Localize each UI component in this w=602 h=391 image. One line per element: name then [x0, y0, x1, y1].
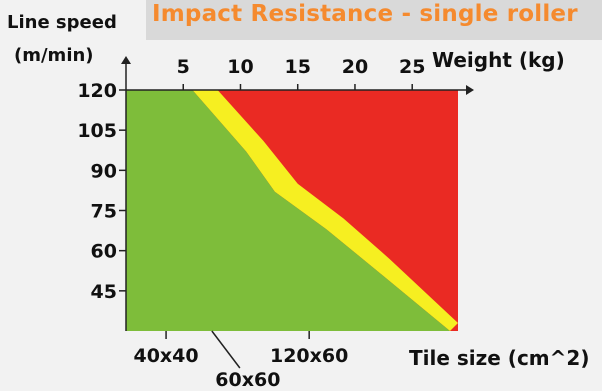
tile-size-tick-label: 60x60	[215, 369, 280, 391]
y-axis-label-line1: Line speed	[7, 12, 117, 33]
tile-size-tick-label: 40x40	[133, 345, 198, 367]
y-tick-label: 45	[91, 281, 117, 303]
chart-title: Impact Resistance - single roller	[152, 1, 578, 27]
weight-tick-label: 5	[177, 56, 190, 78]
y-axis-label-line2: (m/min)	[14, 45, 94, 66]
weight-tick-label: 10	[227, 56, 253, 78]
y-tick-label: 60	[91, 241, 117, 263]
title-band	[146, 0, 602, 40]
y-tick-label: 120	[77, 80, 117, 102]
y-axis-arrow	[121, 56, 131, 64]
y-tick-label: 105	[77, 120, 117, 142]
tile-size-axis-label: Tile size (cm^2)	[409, 346, 590, 370]
safe-region	[126, 90, 450, 331]
tile-size-leader-line	[211, 330, 241, 369]
weight-axis-arrow	[466, 85, 474, 95]
marginal-region	[192, 90, 458, 331]
weight-tick-label: 15	[284, 56, 310, 78]
weight-axis-label: Weight (kg)	[432, 48, 565, 72]
y-tick-label: 90	[91, 160, 117, 182]
weight-tick-label: 20	[342, 56, 368, 78]
tile-size-tick-label: 120x60	[270, 345, 348, 367]
y-tick-label: 75	[91, 201, 117, 223]
weight-tick-label: 25	[399, 56, 425, 78]
